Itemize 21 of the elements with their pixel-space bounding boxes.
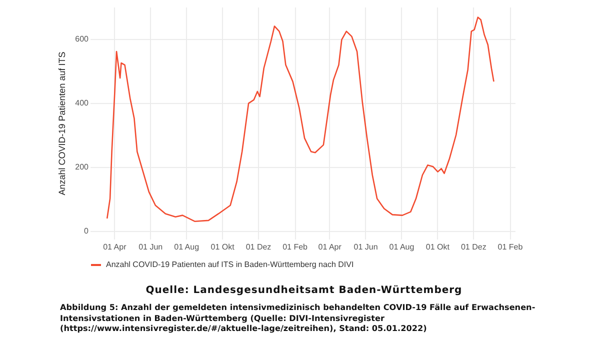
x-tick-label: 01 Aug xyxy=(389,242,414,252)
y-tick-label: 0 xyxy=(84,226,90,236)
x-tick-label: 01 Feb xyxy=(282,242,308,252)
x-tick-label: 01 Jun xyxy=(138,242,163,252)
text: Abbildung 5: Anzahl der gemeldeten intensivmedizinisch behandelten COVID-19 Fälle auf Erwachsenen-Intensivstationen in Baden-Württemberg (Quelle: DIVI-Intensivregister (https://www.intensivregister.de/#/aktuelle-lage/zeitreihen), Stand: 05.01.2022) xyxy=(60,302,536,334)
y-tick-label: 600 xyxy=(75,34,90,44)
x-tick-label: 01 Okt xyxy=(426,242,450,252)
line-series xyxy=(106,16,494,222)
x-tick-label: 01 Aug xyxy=(174,242,200,252)
x-tick-label: 01 Okt xyxy=(210,242,236,252)
x-tick-label: 01 Dez xyxy=(460,242,486,252)
y-tick-label: 200 xyxy=(75,162,90,172)
x-tick-label: 01 Dez xyxy=(246,242,272,252)
x-tick-label: 01 Apr xyxy=(318,242,342,252)
x-tick-label: 01 Apr xyxy=(103,242,127,252)
x-tick-label: 01 Jun xyxy=(354,242,378,252)
y-axis-title: Anzahl COVID-19 Patienten auf ITS xyxy=(57,52,68,196)
y-tick-label: 400 xyxy=(75,98,90,108)
x-tick-label: 01 Feb xyxy=(498,242,524,252)
source-note: Quelle: Landesgesundheitsamt Baden-Württemberg xyxy=(144,285,464,296)
legend-label: Anzahl COVID-19 Patienten auf ITS in Baden-Württemberg nach DIVI xyxy=(106,260,354,269)
